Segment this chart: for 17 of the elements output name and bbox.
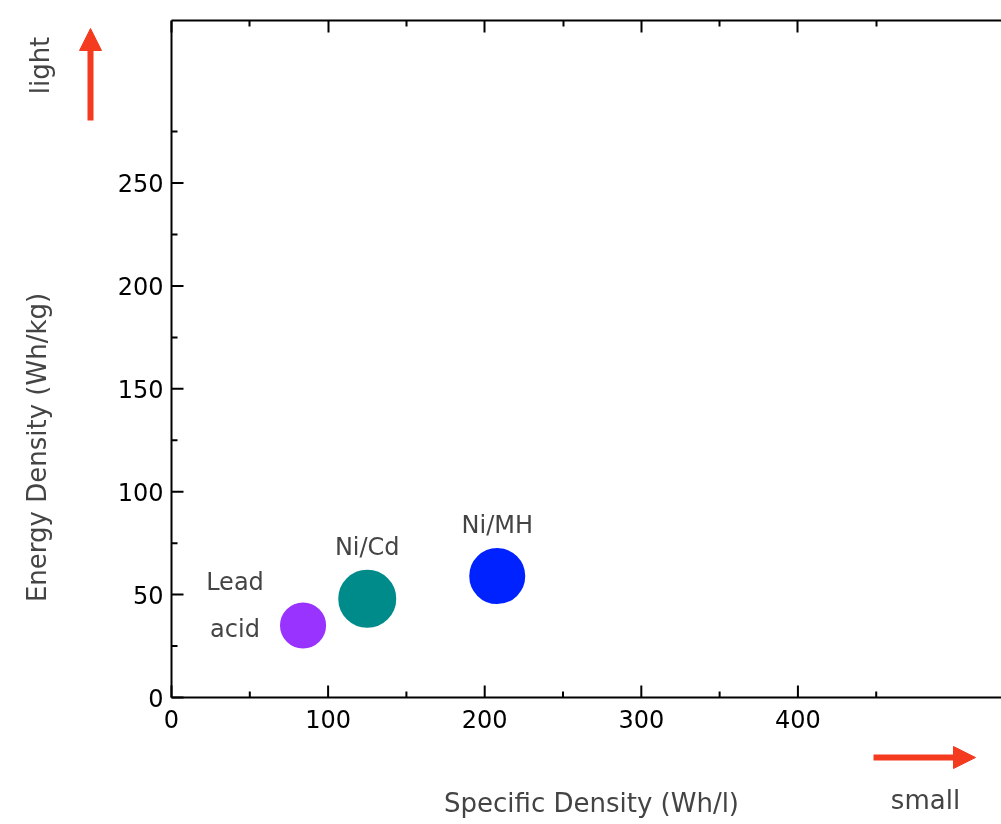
text: small — [890, 784, 961, 815]
x-axis-title: Specific Density (Wh/l) — [443, 787, 740, 818]
y-tick-label: 50 — [132, 581, 164, 610]
x-tick-label: 100 — [305, 705, 352, 734]
x-tick-label: 400 — [775, 705, 821, 734]
series-label: Lead acid — [206, 567, 264, 644]
y-tick-label: 250 — [117, 170, 164, 199]
x-tick-label: 200 — [461, 705, 508, 734]
series-label: Ni/MH — [461, 511, 533, 540]
y-tick-label: 200 — [117, 272, 164, 301]
y-axis-title: Energy Density (Wh/kg) — [21, 292, 52, 603]
y-tick-label: 150 — [117, 375, 164, 404]
y-tick-label: 0 — [148, 684, 164, 713]
series-label: Ni/Cd — [334, 532, 400, 561]
y-tick-label: 100 — [117, 478, 164, 507]
x-tick-label: 300 — [618, 705, 665, 734]
text: light — [24, 36, 55, 95]
